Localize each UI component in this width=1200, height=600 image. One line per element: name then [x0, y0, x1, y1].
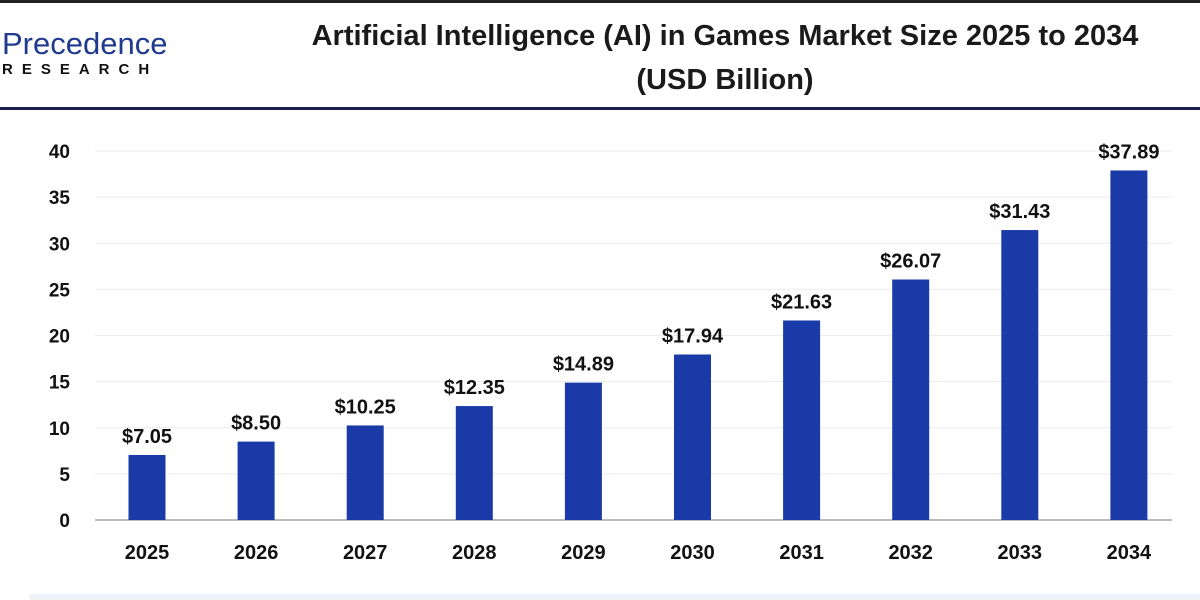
data-label: $31.43 [989, 201, 1050, 223]
bar [892, 279, 930, 520]
logo-line2: RESEARCH [2, 61, 159, 78]
data-label: $10.25 [335, 396, 396, 418]
bar [674, 354, 711, 520]
data-label: $17.94 [662, 326, 724, 348]
data-label: $37.89 [1098, 141, 1159, 163]
chart-subtitle: (USD Billion) [636, 64, 814, 96]
bar [128, 454, 166, 520]
y-tick-label: 25 [49, 280, 71, 301]
top-border [0, 0, 1200, 3]
x-tick-label: 2026 [234, 542, 279, 564]
bar [783, 320, 821, 520]
x-tick-label: 2029 [561, 542, 606, 564]
x-tick-label: 2034 [1107, 542, 1152, 564]
y-tick-label: 10 [49, 419, 70, 440]
data-label: $21.63 [771, 291, 832, 313]
y-tick-label: 5 [59, 465, 70, 486]
data-label: $14.89 [553, 354, 614, 376]
bar [346, 425, 384, 520]
bar [237, 441, 275, 520]
bar [455, 406, 493, 520]
data-label: $8.50 [231, 413, 281, 435]
bar [564, 382, 602, 520]
y-tick-label: 35 [49, 188, 71, 209]
y-tick-label: 0 [59, 511, 70, 532]
footer-strip [30, 594, 1200, 600]
x-tick-label: 2028 [452, 542, 497, 564]
y-tick-label: 20 [49, 327, 70, 348]
logo: Precedence RESEARCH [2, 26, 168, 79]
y-tick-label: 40 [49, 142, 70, 163]
data-label: $26.07 [880, 251, 941, 273]
chart-title-block: Artificial Intelligence (AI) in Games Ma… [250, 14, 1200, 102]
x-tick-label: 2032 [888, 542, 933, 564]
bar [1110, 170, 1148, 520]
logo-line1: Precedence [2, 26, 168, 61]
data-label: $7.05 [122, 426, 172, 448]
x-tick-label: 2033 [998, 542, 1043, 564]
y-tick-label: 30 [49, 234, 70, 255]
data-label: $12.35 [444, 377, 505, 399]
bar [1001, 230, 1039, 521]
y-tick-label: 15 [49, 373, 71, 394]
header-divider [0, 107, 1200, 110]
x-tick-label: 2025 [125, 542, 170, 564]
x-tick-label: 2031 [779, 542, 824, 564]
x-tick-label: 2030 [670, 542, 715, 564]
x-tick-label: 2027 [343, 542, 388, 564]
chart-title: Artificial Intelligence (AI) in Games Ma… [311, 20, 1139, 52]
